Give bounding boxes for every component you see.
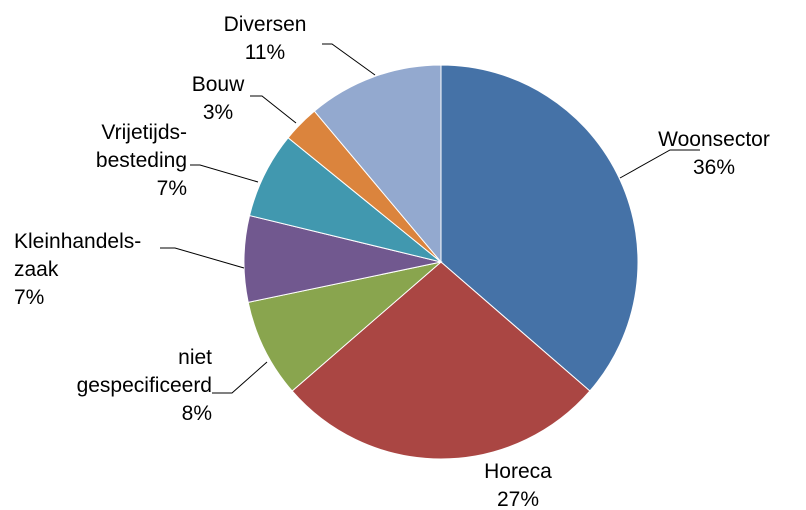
slice-label: Horeca 27%	[484, 460, 552, 510]
slice-name-label: niet	[178, 346, 212, 369]
pie-slice-nietgespecificeerd	[247, 261, 443, 392]
pie-slice-diversen	[313, 64, 442, 264]
slice-name-label: besteding	[96, 149, 187, 172]
slice-name-label: gespecificeerd	[77, 374, 212, 397]
slice-label: Kleinhandels-zaak 7%	[14, 230, 141, 309]
pie-slice-horeca	[291, 261, 591, 460]
slice-label: Vrijetijds-besteding 7%	[96, 121, 187, 200]
slice-labels: Woonsector 36% Horeca 27% niet gespecificeerd…	[14, 13, 770, 510]
pie-slice-woonsector	[440, 64, 639, 392]
slice-name-label: Kleinhandels-	[14, 230, 141, 253]
slice-name-label: zaak	[14, 258, 59, 281]
slice-value-label: 36%	[693, 156, 735, 179]
leader-line	[322, 43, 376, 76]
slice-value-label: 27%	[497, 488, 539, 510]
slice-name-label: Woonsector	[658, 128, 770, 151]
slice-name-label: Bouw	[192, 73, 245, 96]
slice-value-label: 7%	[157, 177, 187, 200]
leader-lines	[160, 43, 700, 394]
leader-line	[250, 95, 297, 124]
slice-value-label: 7%	[14, 286, 44, 309]
slice-name-label: Diversen	[224, 13, 307, 36]
slice-value-label: 8%	[182, 402, 212, 425]
slice-name-label: Vrijetijds-	[101, 121, 187, 144]
leader-line	[619, 149, 700, 179]
leader-line	[160, 247, 245, 269]
slice-name-label: Horeca	[484, 460, 552, 483]
leader-line	[212, 361, 268, 394]
slice-value-label: 11%	[245, 41, 285, 64]
slice-label: niet gespecificeerd 8%	[77, 346, 213, 425]
pie-slices	[243, 64, 639, 460]
slice-value-label: 3%	[203, 101, 233, 124]
slice-label: Woonsector 36%	[658, 128, 770, 179]
slice-label: Diversen 11%	[224, 13, 307, 64]
leader-line	[190, 164, 259, 183]
slice-label: Bouw 3%	[192, 73, 245, 124]
